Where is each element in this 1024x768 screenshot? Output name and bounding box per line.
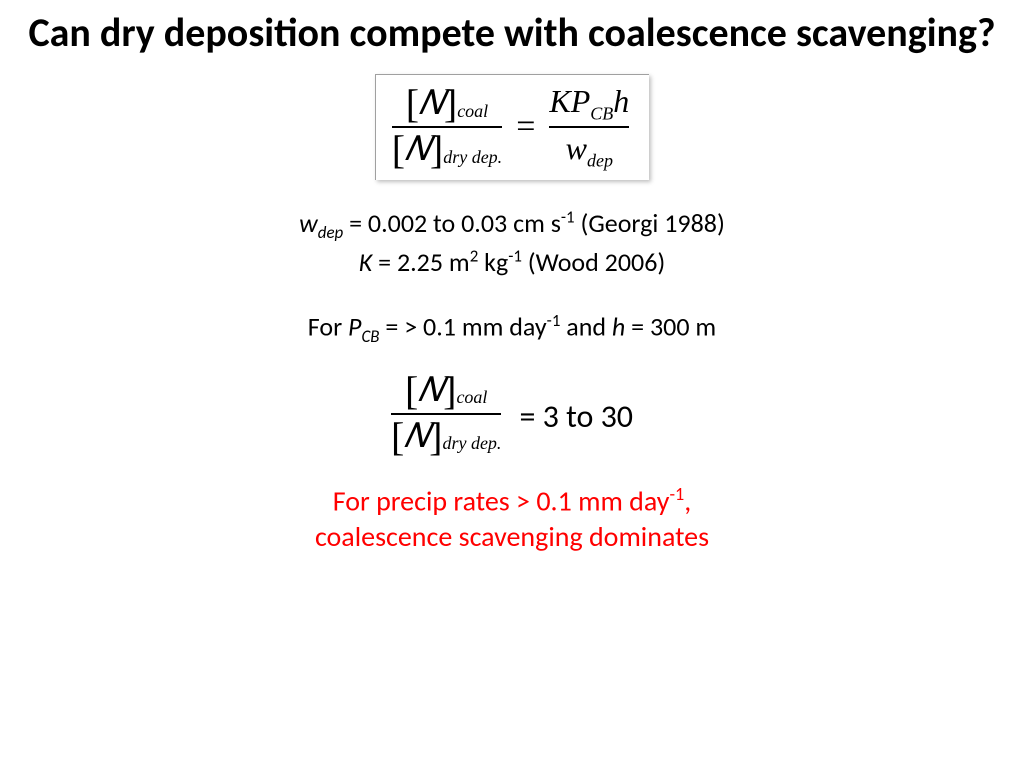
conclusion-line-1: For precip rates > 0.1 mm day-1, (315, 483, 709, 520)
cond-exp: -1 (547, 310, 561, 331)
concl-exp: -1 (669, 483, 684, 505)
rhs-num-sub: CB (590, 103, 613, 123)
lhs-num-subscript: coal (457, 87, 488, 122)
param2-mid: kg (478, 246, 508, 278)
param-line-1: wdep = 0.002 to 0.03 cm s-1 (Georgi 1988… (299, 206, 725, 245)
condition-line: For PCB = > 0.1 mm day-1 and h = 300 m (308, 310, 716, 347)
equation-lhs-fraction: [·𝑁] coal [·𝑁] dry dep. (392, 84, 502, 170)
result-numerator: [·𝑁] coal (405, 371, 487, 411)
cond-prefix: For (308, 311, 348, 343)
parameters-block: wdep = 0.002 to 0.03 cm s-1 (Georgi 1988… (299, 206, 725, 280)
param2-text: = 2.25 m (372, 246, 469, 278)
param1-cite: (Georgi 1988) (575, 207, 725, 239)
cond-tail: and (560, 311, 612, 343)
cond-sub: CB (361, 326, 379, 347)
rhs-num-main: KP (549, 83, 590, 119)
param1-text: = 0.002 to 0.03 cm s (343, 207, 561, 239)
param2-exp2: -1 (508, 245, 522, 266)
rhs-den-main: w (566, 130, 587, 166)
slide-title: Can dry deposition compete with coalesce… (0, 10, 1024, 56)
param1-var: w (299, 207, 318, 239)
result-denominator: [·𝑁] dry dep. (391, 417, 501, 457)
lhs-denominator: [·𝑁] dry dep. (392, 130, 502, 170)
equals-sign: = (516, 108, 535, 146)
equation-rhs-fraction: KPCBh wdep (549, 83, 629, 172)
param2-exp1: 2 (470, 245, 479, 266)
lhs-numerator: [·𝑁] coal (406, 84, 488, 124)
result-value: = 3 to 30 (519, 391, 633, 436)
param1-exp: -1 (561, 206, 575, 227)
param1-sub: dep (318, 222, 343, 243)
slide: Can dry deposition compete with coalesce… (0, 0, 1024, 768)
conclusion-line-2: coalescence scavenging dominates (315, 519, 709, 555)
param2-var: K (359, 246, 373, 278)
cond-var2: h (612, 311, 625, 343)
result-row: [·𝑁] coal [·𝑁] dry dep. = 3 to 30 (391, 371, 633, 457)
equation-box-main: [·𝑁] coal [·𝑁] dry dep. = KPCBh wdep (375, 74, 650, 180)
result-den-sub: dry dep. (442, 419, 501, 454)
rhs-numerator: KPCBh (549, 83, 629, 124)
param-line-2: K = 2.25 m2 kg-1 (Wood 2006) (299, 245, 725, 280)
lhs-den-subscript: dry dep. (443, 133, 502, 168)
rhs-den-sub: dep (587, 151, 613, 171)
concl-1a: For precip rates > 0.1 mm day (333, 483, 670, 518)
param2-cite: (Wood 2006) (522, 246, 665, 278)
rhs-num-tail: h (613, 83, 629, 119)
concl-1b: , (684, 483, 691, 518)
cond-mid: = > 0.1 mm day (380, 311, 547, 343)
conclusion-text: For precip rates > 0.1 mm day-1, coalesc… (315, 483, 709, 556)
fraction-bar (392, 126, 502, 128)
result-fraction: [·𝑁] coal [·𝑁] dry dep. (391, 371, 501, 457)
cond-var: P (348, 311, 361, 343)
fraction-bar (391, 413, 501, 415)
fraction-bar (549, 126, 629, 128)
result-num-sub: coal (456, 373, 487, 408)
cond-tail2: = 300 m (625, 311, 716, 343)
rhs-denominator: wdep (566, 130, 613, 171)
